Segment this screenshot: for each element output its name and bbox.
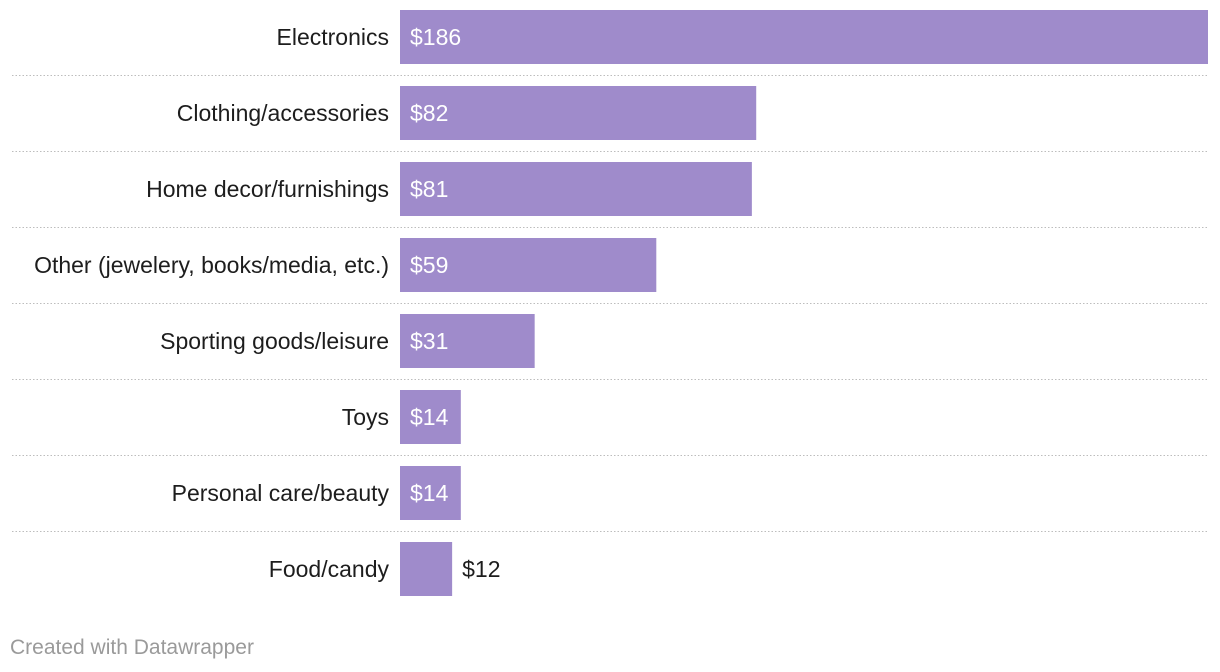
value-label-food-candy: $12 [462, 556, 500, 582]
bar-other-jewelery-books-media-etc [400, 238, 657, 292]
bar-chart-svg: Electronics $186 Clothing/accessories $82 Ho… [12, 10, 1208, 596]
category-label-sporting-goods-leisure: Sporting goods/leisure [160, 328, 389, 354]
category-label-toys: Toys [342, 404, 389, 430]
bar-chart: Electronics $186 Clothing/accessories $82 Ho… [12, 10, 1208, 596]
bar-personal-care-beauty [400, 466, 461, 520]
value-label-other-jewelery-books-media-etc: $59 [410, 252, 448, 278]
value-label-electronics: $186 [410, 24, 461, 50]
bar-electronics [400, 10, 1208, 64]
bar-sporting-goods-leisure [400, 314, 535, 368]
bar-clothing-accessories [400, 86, 757, 140]
category-label-other-jewelery-books-media-etc: Other (jewelery, books/media, etc.) [34, 252, 389, 278]
bar-home-decor-furnishings [400, 162, 752, 216]
value-label-home-decor-furnishings: $81 [410, 176, 448, 202]
category-label-home-decor-furnishings: Home decor/furnishings [146, 176, 389, 202]
bar-toys [400, 390, 461, 444]
category-label-clothing-accessories: Clothing/accessories [177, 100, 389, 126]
value-label-clothing-accessories: $82 [410, 100, 448, 126]
category-label-electronics: Electronics [277, 24, 389, 50]
footer-credit: Created with Datawrapper [10, 636, 254, 659]
value-label-personal-care-beauty: $14 [410, 480, 449, 506]
bar-food-candy [400, 542, 453, 596]
value-label-sporting-goods-leisure: $31 [410, 328, 448, 354]
value-label-toys: $14 [410, 404, 449, 430]
category-label-food-candy: Food/candy [269, 556, 390, 582]
category-label-personal-care-beauty: Personal care/beauty [172, 480, 390, 506]
